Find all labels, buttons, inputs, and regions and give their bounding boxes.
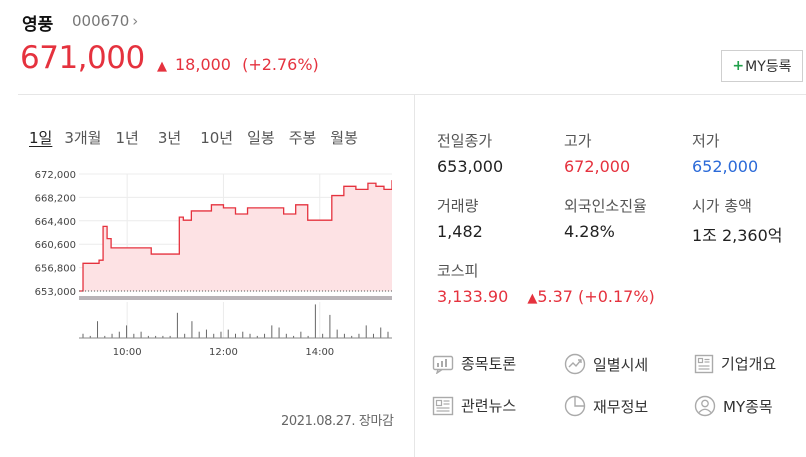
link-trend[interactable]: 일별시세 — [564, 353, 648, 375]
link-user[interactable]: MY종목 — [694, 395, 773, 417]
x-tick-label: 10:00 — [113, 347, 142, 358]
stat-value: 1,482 — [437, 222, 483, 241]
stat-label: 외국인소진율 — [564, 197, 647, 215]
link-label: 종목토론 — [461, 355, 517, 373]
stat-label: 고가 — [564, 132, 592, 150]
period-tab-1[interactable]: 3개월 — [64, 129, 102, 147]
stat-3: 거래량 1,482 — [437, 195, 577, 241]
period-tab-2[interactable]: 1년 — [115, 129, 139, 147]
my-register-label: MY등록 — [745, 59, 792, 75]
period-tab-7[interactable]: 월봉 — [330, 129, 358, 147]
x-tick-label: 12:00 — [209, 347, 238, 358]
link-label: 일별시세 — [593, 355, 649, 374]
kospi-index: 코스피 3,133.90 ▲5.37 (+0.17%) — [437, 260, 697, 306]
y-tick-label: 664,400 — [35, 217, 76, 228]
stat-value: 672,000 — [564, 157, 631, 176]
trend-icon — [564, 353, 593, 375]
my-register-button[interactable]: + MY등록 — [721, 50, 803, 82]
y-tick-label: 672,000 — [35, 170, 76, 181]
stat-value: 1조 2,360억 — [692, 226, 783, 245]
link-list[interactable]: 기업개요 — [694, 353, 776, 374]
period-tab-3[interactable]: 3년 — [157, 129, 182, 147]
period-tab-0[interactable]: 1일 — [29, 129, 53, 147]
period-tabs: 1일 3개월 1년 3년 10년 일봉 주봉 월봉 — [29, 127, 358, 148]
stat-0: 전일종가 653,000 — [437, 130, 577, 176]
price-chart: 672,000 668,200 664,400 660,600 656,800 653,0… — [35, 170, 392, 358]
up-triangle-icon: ▲ — [157, 59, 167, 74]
stat-label: 저가 — [692, 132, 720, 150]
plus-icon: + — [732, 58, 745, 74]
x-tick-label: 14:00 — [305, 347, 334, 358]
y-tick-label: 660,600 — [35, 240, 76, 251]
link-label: MY종목 — [723, 397, 773, 416]
stat-2: 저가 652,000 — [692, 130, 806, 176]
price-line — [79, 180, 392, 292]
link-pie[interactable]: 재무정보 — [564, 395, 648, 417]
index-up-triangle-icon: ▲ — [527, 291, 538, 306]
chat-icon — [432, 354, 461, 374]
panel-divider — [414, 95, 415, 457]
index-change: 5.37 (+0.17%) — [537, 287, 655, 306]
stat-value: 653,000 — [437, 157, 504, 176]
current-price: 671,000 — [20, 40, 145, 76]
news-icon — [432, 396, 461, 416]
period-tab-5[interactable]: 일봉 — [247, 129, 275, 147]
stat-label: 시가 총액 — [692, 197, 752, 215]
stat-1: 고가 672,000 — [564, 130, 704, 176]
user-icon — [694, 395, 723, 417]
price-change: ▲ 18,000 (+2.76%) — [157, 55, 319, 74]
link-label: 재무정보 — [593, 397, 649, 416]
period-tab-4[interactable]: 10년 — [200, 129, 234, 147]
stat-value: 4.28% — [564, 222, 615, 241]
stat-5: 시가 총액 1조 2,360억 — [692, 195, 806, 246]
chevron-right-icon: › — [132, 12, 139, 30]
stock-header: 영풍 000670 › 671,000 ▲ 18,000 (+2.76%) + MY등… — [0, 0, 806, 94]
stock-name: 영풍 — [22, 15, 54, 35]
pie-icon — [564, 395, 593, 417]
stock-code: 000670 — [72, 12, 130, 30]
stat-label: 전일종가 — [437, 132, 493, 150]
index-label: 코스피 — [437, 262, 479, 280]
market-close-datestamp: 2021.08.27. 장마감 — [281, 414, 394, 429]
link-news[interactable]: 관련뉴스 — [432, 395, 516, 416]
y-tick-label: 656,800 — [35, 264, 76, 275]
stat-label: 거래량 — [437, 197, 479, 215]
change-percent: (+2.76%) — [242, 55, 319, 74]
link-label: 기업개요 — [721, 355, 777, 373]
chart-separator-bar — [79, 296, 392, 300]
period-tab-6[interactable]: 주봉 — [288, 129, 317, 147]
link-label: 관련뉴스 — [461, 397, 517, 415]
list-icon — [694, 354, 721, 374]
stat-4: 외국인소진율 4.28% — [564, 195, 704, 241]
header-divider — [18, 94, 806, 95]
price-area-fill — [79, 180, 392, 291]
stat-value: 652,000 — [692, 157, 759, 176]
link-chat[interactable]: 종목토론 — [432, 353, 516, 374]
y-tick-label: 668,200 — [35, 193, 76, 204]
y-tick-label: 653,000 — [35, 287, 76, 298]
change-amount: 18,000 — [175, 55, 231, 74]
stock-code-link[interactable]: 000670 › — [72, 12, 138, 30]
index-value-row: 3,133.90 ▲5.37 (+0.17%) — [437, 287, 697, 306]
index-value: 3,133.90 — [437, 287, 509, 306]
